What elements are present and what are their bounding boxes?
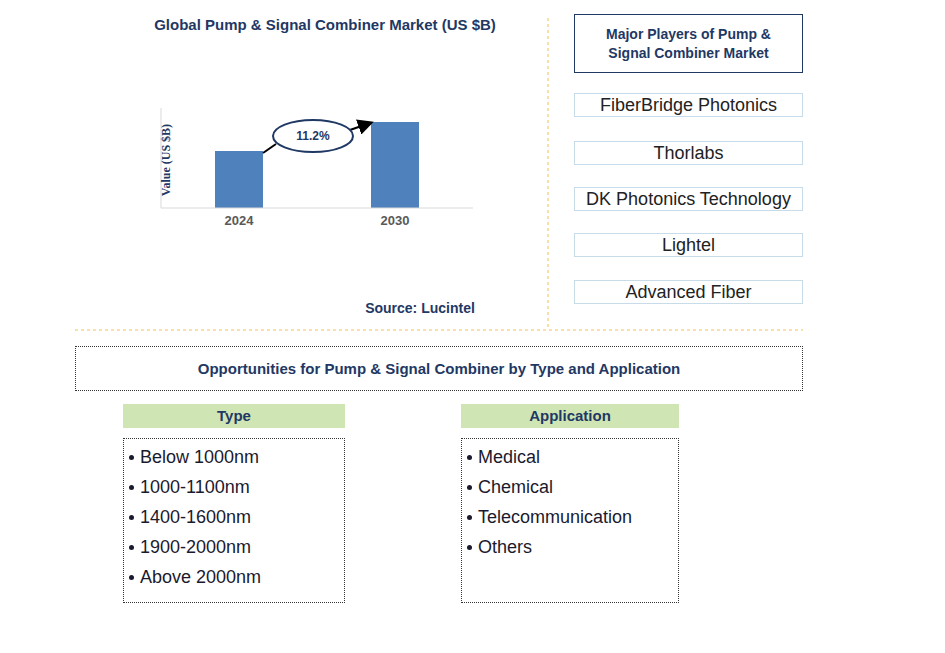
html-text:1900-2000nm: 1900-2000nm [140, 536, 252, 557]
html-text:Global Pump & Signal Combiner: Global Pump & Signal Combiner Market (US… [154, 16, 496, 33]
html-text:Application: Application [529, 407, 611, 424]
html-text:Lightel: Lightel [662, 235, 715, 255]
svg-text:11.2%: 11.2% [296, 129, 330, 143]
html-text:Type: Type [217, 407, 251, 424]
html-text:Telecommunication: Telecommunication [478, 506, 633, 527]
html-text:Opportunities for Pump & Signa: Opportunities for Pump & Signal Combiner… [197, 360, 681, 377]
html-text:Value (US $B): Value (US $B) [159, 123, 173, 197]
html-text:Advanced Fiber: Advanced Fiber [625, 282, 752, 302]
html-text:Thorlabs: Thorlabs [653, 143, 724, 163]
html-text:Source: Lucintel: Source: Lucintel [365, 300, 475, 316]
html-text:1000-1100nm: 1000-1100nm [140, 476, 250, 497]
html-text:1400-1600nm: 1400-1600nm [140, 506, 252, 527]
html-text:Chemical: Chemical [478, 476, 553, 497]
html-text:FiberBridge Photonics: FiberBridge Photonics [600, 95, 777, 115]
html-text:Above 2000nm: Above 2000nm [140, 566, 262, 587]
html-text:Below 1000nm: Below 1000nm [140, 446, 260, 467]
html-text:Medical: Medical [478, 446, 540, 467]
html-text:Major Players of Pump & Signal: Major Players of Pump & Signal Combiner … [606, 26, 771, 61]
html-text:DK Photonics Technology: DK Photonics Technology [586, 189, 791, 209]
svg-text:2030: 2030 [381, 213, 410, 228]
svg-text:2024: 2024 [225, 213, 255, 228]
html-text:Others: Others [478, 536, 532, 557]
